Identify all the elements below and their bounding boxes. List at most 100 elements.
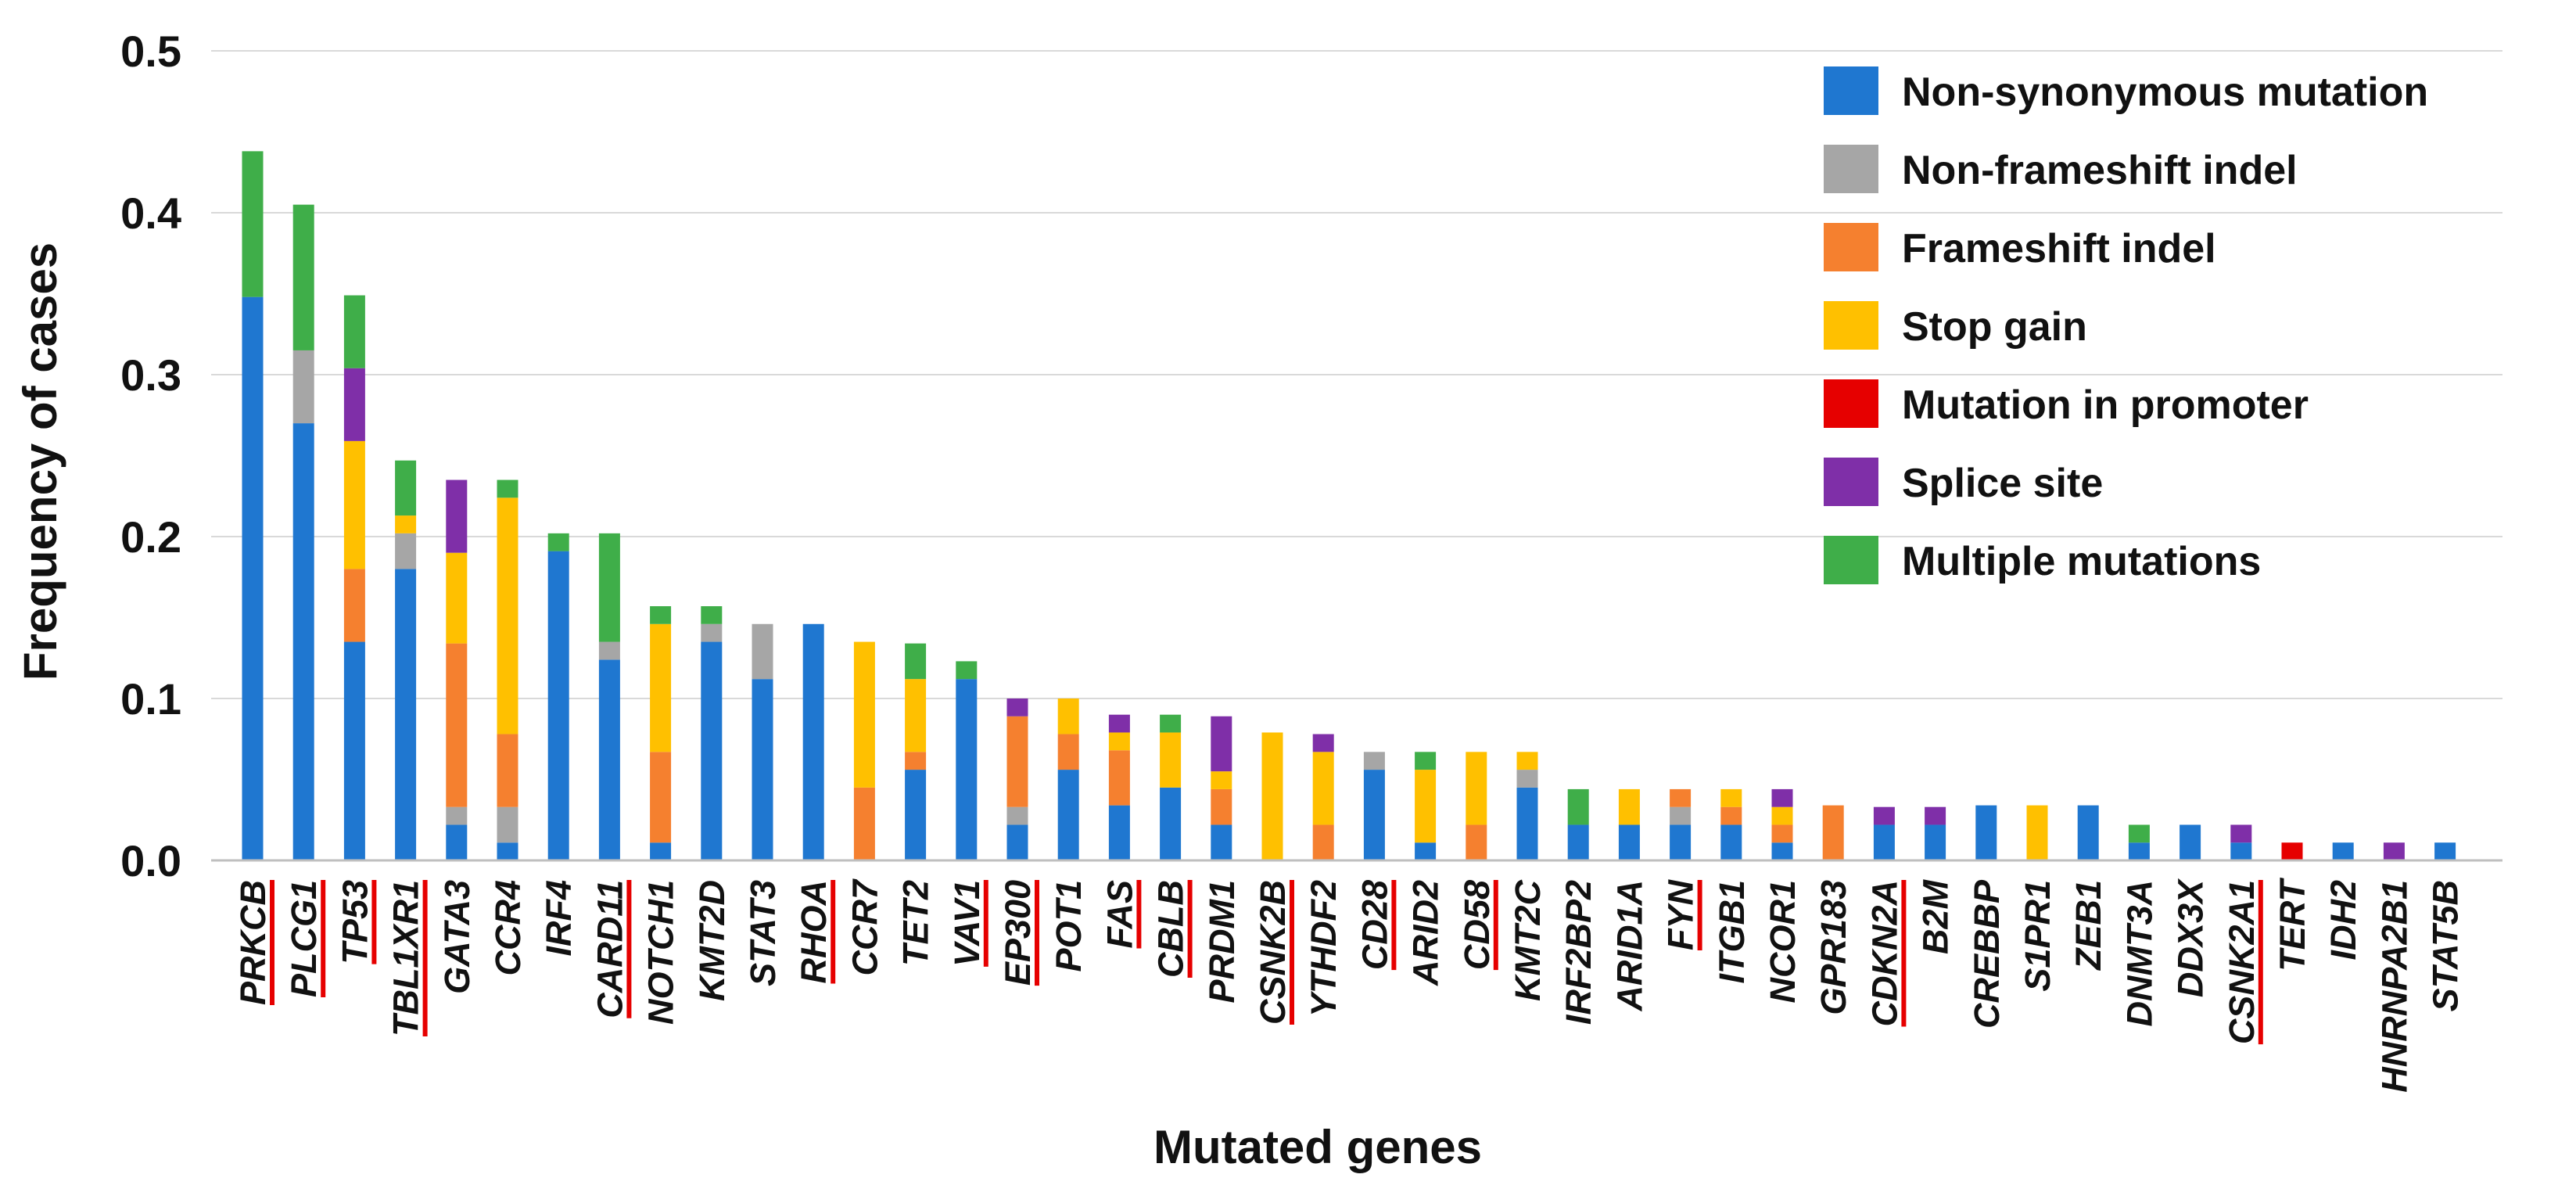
- bar-segment-stop-gain: [497, 497, 518, 734]
- legend-label: Mutation in promoter: [1902, 382, 2309, 428]
- x-tick-label: B2M: [1916, 878, 1956, 954]
- x-tick-label-group: PRDM1: [1202, 880, 1242, 1004]
- bars: [242, 151, 2456, 860]
- bar-segment-non-frameshift-indel: [701, 623, 723, 642]
- x-tick-label: IRF2BP2: [1559, 880, 1598, 1025]
- legend-label: Multiple mutations: [1902, 539, 2261, 584]
- x-tick-label-group: ARID2: [1406, 880, 1446, 986]
- x-tick-label-group: STAT5B: [2426, 880, 2466, 1011]
- bar-segment-stop-gain: [1771, 806, 1793, 825]
- x-tick-label-group: PLCG1: [284, 880, 326, 998]
- bar-segment-multiple-mutations: [242, 151, 264, 297]
- bar-segment-multiple-mutations: [1567, 788, 1589, 825]
- bar-segment-stop-gain: [446, 552, 468, 644]
- bar-segment-non-synonymous-mutation: [1873, 824, 1895, 860]
- x-tick-label-group: CCR4: [488, 880, 528, 976]
- x-tick-label: ZEB1: [2068, 880, 2108, 971]
- bar-segment-frameshift-indel: [1771, 824, 1793, 843]
- x-tick-label-group: EP300: [998, 880, 1039, 986]
- x-tick-label: NOTCH1: [641, 880, 681, 1025]
- legend-swatch: [1824, 379, 1878, 428]
- bar-segment-splice-site: [1108, 714, 1130, 733]
- x-tick-label-group: YTHDF2: [1304, 880, 1344, 1017]
- bar-segment-stop-gain: [1160, 732, 1182, 788]
- bar-segment-non-synonymous-mutation: [242, 296, 264, 860]
- legend-swatch: [1824, 301, 1878, 350]
- x-tick-label: DNMT3A: [2119, 880, 2159, 1027]
- bar-segment-non-synonymous-mutation: [802, 623, 824, 860]
- bar-segment-frameshift-indel: [1670, 788, 1692, 807]
- x-tick-label: CBLB: [1151, 880, 1191, 978]
- bar-segment-non-synonymous-mutation: [1720, 824, 1742, 860]
- x-tick-label: KMT2D: [692, 880, 732, 1001]
- legend-swatch: [1824, 458, 1878, 506]
- x-tick-label-group: POT1: [1049, 880, 1089, 972]
- x-tick-label: ARID1A: [1609, 880, 1649, 1012]
- legend-label: Non-synonymous mutation: [1902, 70, 2428, 115]
- x-tick-label: CD58: [1457, 880, 1497, 970]
- x-tick-label-group: GPR183: [1814, 880, 1853, 1015]
- x-tick-label-group: VAV1: [947, 880, 988, 967]
- y-tick-labels: 0.0 0.1 0.2 0.3 0.4 0.5: [120, 27, 181, 885]
- bar-segment-non-synonymous-mutation: [2230, 842, 2252, 860]
- x-tick-label: CSNK2B: [1253, 880, 1293, 1025]
- bar-segment-multiple-mutations: [650, 606, 672, 624]
- bar-segment-non-frameshift-indel: [598, 641, 620, 660]
- bar-segment-stop-gain: [853, 641, 875, 788]
- bar-segment-non-synonymous-mutation: [2077, 805, 2099, 860]
- bar-segment-non-frameshift-indel: [1006, 806, 1028, 825]
- bar-segment-non-synonymous-mutation: [701, 641, 723, 860]
- x-tick-label: CARD11: [590, 880, 630, 1018]
- x-tick-label-group: IRF4: [539, 880, 579, 957]
- y-axis-title: Frequency of cases: [14, 242, 66, 681]
- x-tick-label-group: CDKN2A: [1864, 880, 1907, 1027]
- bar-segment-non-synonymous-mutation: [1618, 824, 1640, 860]
- x-tick-label-group: CBLB: [1151, 880, 1193, 978]
- x-tick-label: CREBBP: [1967, 879, 2007, 1029]
- bar-segment-multiple-mutations: [1415, 752, 1437, 770]
- x-tick-label: NCOR1: [1763, 880, 1803, 1004]
- bar-segment-frameshift-indel: [905, 752, 927, 770]
- bar-segment-frameshift-indel: [1466, 824, 1487, 860]
- x-tick-label-group: DDX3X: [2171, 878, 2211, 997]
- x-tick-label-group: TET2: [896, 880, 936, 966]
- bar-segment-non-synonymous-mutation: [1057, 770, 1079, 860]
- bar-segment-splice-site: [2230, 824, 2252, 843]
- x-tick-label: PLCG1: [284, 880, 324, 997]
- bar-segment-splice-site: [1771, 788, 1793, 807]
- x-tick-label-group: NOTCH1: [641, 880, 681, 1025]
- bar-segment-multiple-mutations: [497, 479, 518, 498]
- bar-segment-non-synonymous-mutation: [1975, 805, 1997, 860]
- bar-segment-stop-gain: [1261, 732, 1283, 860]
- bar-segment-multiple-mutations: [343, 295, 365, 368]
- bar-segment-mutation-in-promoter: [2281, 842, 2303, 860]
- bar-segment-non-synonymous-mutation: [1006, 824, 1028, 860]
- bar-segment-stop-gain: [2026, 805, 2048, 860]
- x-tick-label-group: FAS: [1100, 880, 1142, 949]
- bar-segment-splice-site: [1211, 716, 1232, 772]
- bar-segment-non-synonymous-mutation: [292, 423, 314, 860]
- bar-segment-frameshift-indel: [650, 752, 672, 843]
- x-tick-label: STAT3: [743, 880, 783, 986]
- y-tick-label: 0.0: [120, 836, 181, 885]
- bar-segment-splice-site: [1873, 806, 1895, 825]
- bar-segment-multiple-mutations: [292, 204, 314, 350]
- bar-segment-stop-gain: [905, 679, 927, 752]
- bar-segment-frameshift-indel: [1211, 788, 1232, 825]
- x-tick-label: TET2: [896, 880, 936, 966]
- x-tick-label-group: IDH2: [2323, 880, 2363, 961]
- legend-label: Frameshift indel: [1902, 226, 2216, 271]
- x-tick-label: IRF4: [539, 880, 579, 957]
- bar-segment-stop-gain: [395, 515, 417, 533]
- x-tick-label: EP300: [998, 880, 1038, 986]
- x-tick-label: YTHDF2: [1304, 880, 1344, 1017]
- bar-segment-stop-gain: [1466, 752, 1487, 825]
- bar-segment-frameshift-indel: [1312, 824, 1334, 860]
- bar-segment-frameshift-indel: [1006, 716, 1028, 807]
- gridlines: [211, 50, 2502, 699]
- bar-segment-frameshift-indel: [1720, 806, 1742, 825]
- y-tick-label: 0.2: [120, 512, 181, 562]
- x-tick-label-group: CCR7: [845, 878, 884, 975]
- x-tick-label-group: TERT: [2273, 878, 2312, 971]
